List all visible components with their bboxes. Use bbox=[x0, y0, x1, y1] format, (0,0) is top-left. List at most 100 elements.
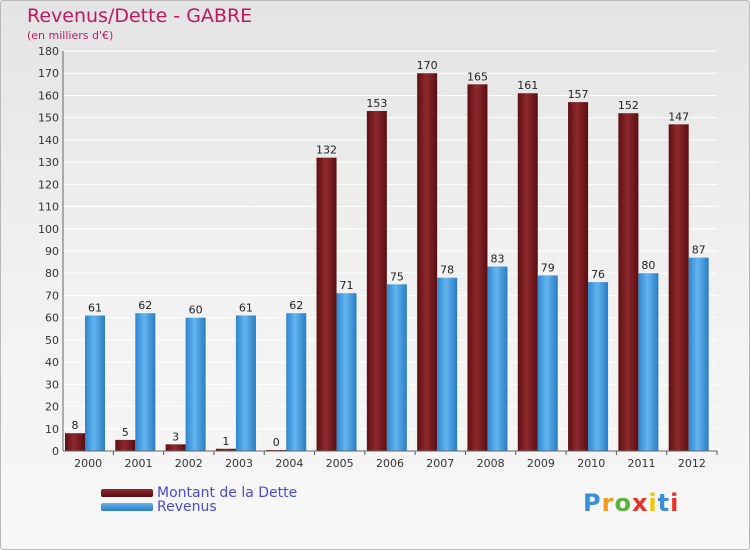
bar-revenue bbox=[235, 315, 256, 451]
data-label-revenue: 78 bbox=[440, 264, 454, 277]
bar-revenue bbox=[437, 277, 458, 451]
bars: 8615623601610621327115375170781658316179… bbox=[65, 59, 709, 451]
y-tick-label: 180 bbox=[38, 45, 59, 58]
y-tick-label: 70 bbox=[45, 289, 59, 302]
data-label-debt: 161 bbox=[517, 79, 538, 92]
data-label-revenue: 60 bbox=[189, 304, 203, 317]
chart-title: Revenus/Dette - GABRE bbox=[27, 5, 253, 27]
data-label-debt: 157 bbox=[568, 88, 589, 101]
data-label-revenue: 61 bbox=[88, 301, 102, 314]
bar-debt bbox=[668, 124, 689, 451]
y-tick-label: 110 bbox=[38, 201, 59, 214]
bar-revenue bbox=[588, 282, 609, 451]
bar-revenue bbox=[135, 313, 156, 451]
data-label-debt: 170 bbox=[417, 59, 438, 72]
x-tick-label: 2011 bbox=[628, 457, 656, 470]
bar-debt bbox=[65, 433, 85, 451]
data-label-debt: 1 bbox=[222, 435, 229, 448]
data-label-revenue: 87 bbox=[692, 244, 706, 257]
x-tick-label: 2005 bbox=[326, 457, 354, 470]
y-tick-label: 0 bbox=[52, 445, 59, 458]
data-label-revenue: 61 bbox=[239, 301, 253, 314]
x-tick-label: 2008 bbox=[477, 457, 505, 470]
y-tick-label: 140 bbox=[38, 134, 59, 147]
y-tick-label: 160 bbox=[38, 89, 59, 102]
y-tick-label: 90 bbox=[45, 245, 59, 258]
bar-revenue bbox=[336, 293, 357, 451]
data-label-debt: 3 bbox=[172, 430, 179, 443]
axes bbox=[62, 51, 717, 452]
data-label-debt: 0 bbox=[273, 436, 280, 449]
data-label-revenue: 76 bbox=[591, 268, 605, 281]
y-tick-label: 20 bbox=[45, 401, 59, 414]
logo-letter: r bbox=[601, 489, 615, 517]
x-tick-label: 2007 bbox=[426, 457, 454, 470]
bar-revenue bbox=[487, 266, 508, 451]
bar-debt bbox=[165, 444, 186, 451]
bar-revenue bbox=[386, 284, 407, 451]
bar-debt bbox=[467, 84, 488, 451]
bar-debt bbox=[618, 113, 639, 451]
legend-label-revenue: Revenus bbox=[157, 499, 217, 515]
y-tick-label: 100 bbox=[38, 223, 59, 236]
x-tick-label: 2012 bbox=[678, 457, 706, 470]
chart-subtitle: (en milliers d'€) bbox=[27, 29, 114, 42]
y-tick-label: 10 bbox=[45, 423, 59, 436]
bar-debt bbox=[366, 111, 387, 451]
bar-debt bbox=[568, 102, 589, 451]
data-label-revenue: 80 bbox=[641, 259, 655, 272]
y-tick-label: 170 bbox=[38, 67, 59, 80]
proxiti-logo: Proxiti bbox=[583, 489, 679, 517]
data-label-debt: 152 bbox=[618, 99, 639, 112]
x-tick-label: 2003 bbox=[225, 457, 253, 470]
x-tick-label: 2004 bbox=[275, 457, 303, 470]
data-label-revenue: 62 bbox=[289, 299, 303, 312]
y-axis-ticks: 0 10 20 30 40 50 60 70 80 90 100 110 120 130 140 150 160… bbox=[38, 45, 59, 458]
data-label-debt: 165 bbox=[467, 70, 488, 83]
data-label-revenue: 71 bbox=[340, 279, 354, 292]
data-label-revenue: 62 bbox=[138, 299, 152, 312]
bar-debt bbox=[215, 448, 236, 451]
logo-letter: x bbox=[631, 489, 649, 517]
y-tick-label: 40 bbox=[45, 356, 59, 369]
data-label-debt: 5 bbox=[122, 426, 129, 439]
bar-revenue bbox=[185, 317, 206, 451]
y-tick-label: 60 bbox=[45, 312, 59, 325]
logo-letter: t bbox=[657, 489, 671, 517]
x-tick-label: 2001 bbox=[124, 457, 152, 470]
data-label-revenue: 83 bbox=[490, 253, 504, 266]
bar-debt bbox=[115, 439, 136, 451]
logo-letter: o bbox=[614, 489, 632, 517]
y-tick-label: 130 bbox=[38, 156, 59, 169]
logo-letter: P bbox=[583, 489, 602, 517]
legend-swatch-debt bbox=[101, 489, 153, 497]
data-label-debt: 132 bbox=[316, 144, 337, 157]
legend-swatch-revenue bbox=[101, 503, 153, 511]
logo-letter: i bbox=[670, 489, 680, 517]
legend-label-debt: Montant de la Dette bbox=[157, 485, 298, 501]
bar-debt bbox=[517, 93, 538, 451]
data-label-revenue: 75 bbox=[390, 270, 404, 283]
x-axis-ticks: 2000 2001 2002 2003 2004 2005 2006 2007 2008 2009… bbox=[74, 451, 718, 470]
x-tick-label: 2002 bbox=[175, 457, 203, 470]
data-label-debt: 153 bbox=[366, 97, 387, 110]
bar-revenue bbox=[638, 273, 659, 451]
data-label-debt: 147 bbox=[668, 110, 689, 123]
bar-debt bbox=[417, 73, 438, 451]
x-tick-label: 2009 bbox=[527, 457, 555, 470]
y-tick-label: 120 bbox=[38, 178, 59, 191]
bar-revenue bbox=[688, 257, 709, 451]
data-label-revenue: 79 bbox=[541, 261, 555, 274]
x-tick-label: 2010 bbox=[577, 457, 605, 470]
bar-debt bbox=[316, 157, 337, 451]
logo-letter: i bbox=[648, 489, 658, 517]
y-tick-label: 150 bbox=[38, 112, 59, 125]
y-tick-label: 50 bbox=[45, 334, 59, 347]
x-tick-label: 2000 bbox=[74, 457, 102, 470]
x-tick-label: 2006 bbox=[376, 457, 404, 470]
y-tick-label: 80 bbox=[45, 267, 59, 280]
bar-revenue bbox=[85, 315, 105, 451]
bar-revenue bbox=[537, 275, 558, 451]
bar-revenue bbox=[286, 313, 307, 451]
